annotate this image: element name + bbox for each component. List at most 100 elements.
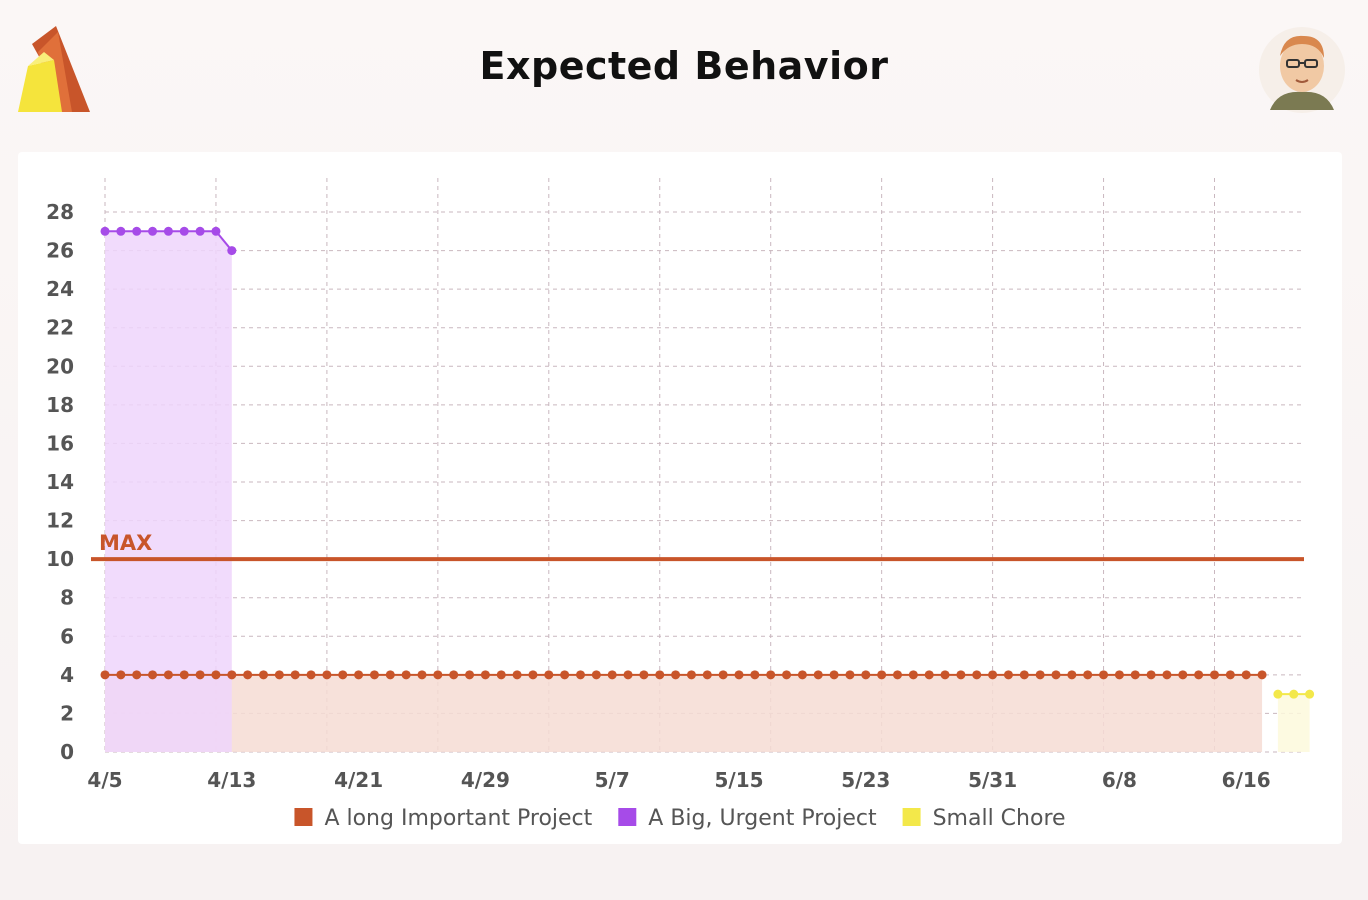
data-point [274, 670, 284, 680]
data-point [655, 670, 665, 680]
y-tick-label: 26 [46, 239, 74, 263]
legend-swatch [294, 808, 313, 826]
data-point [829, 670, 839, 680]
data-point [639, 670, 649, 680]
x-tick-label: 6/16 [1222, 768, 1271, 792]
legend-label: A Big, Urgent Project [648, 806, 877, 831]
data-point [132, 670, 142, 680]
max-threshold-label: MAX [99, 531, 152, 555]
x-tick-label: 5/23 [841, 768, 890, 792]
y-tick-label: 12 [46, 509, 74, 533]
x-tick-label: 5/31 [968, 768, 1017, 792]
data-point [259, 670, 268, 680]
data-point [480, 670, 490, 680]
data-point [924, 670, 934, 680]
y-tick-label: 16 [46, 431, 74, 455]
data-point [338, 670, 348, 680]
data-point [385, 670, 395, 680]
data-point [591, 670, 601, 680]
data-point [433, 670, 443, 680]
data-point [956, 670, 966, 680]
data-point [623, 670, 633, 680]
y-tick-label: 18 [46, 393, 74, 417]
data-point [417, 670, 427, 680]
data-point [845, 670, 855, 680]
data-point [1273, 689, 1283, 699]
data-point [449, 670, 459, 680]
data-point [148, 226, 158, 236]
data-point [211, 670, 221, 680]
brand-logo-icon [14, 22, 96, 116]
data-point [1146, 670, 1156, 680]
data-point [496, 670, 506, 680]
data-point [227, 246, 237, 256]
y-tick-label: 20 [46, 354, 74, 378]
legend: A long Important Project A Big, Urgent Pr… [294, 806, 1066, 831]
series-areas [105, 231, 1310, 752]
data-point [211, 226, 221, 236]
data-point [306, 670, 316, 680]
data-point [1241, 670, 1251, 680]
data-point [1210, 670, 1219, 680]
data-point [100, 226, 110, 236]
data-point [908, 670, 918, 680]
x-tick-label: 4/21 [334, 768, 383, 792]
data-point [322, 670, 332, 680]
data-point [369, 670, 379, 680]
data-point [116, 670, 126, 680]
data-point [401, 670, 411, 680]
y-tick-label: 14 [46, 470, 74, 494]
data-point [1257, 670, 1267, 680]
data-point [671, 670, 681, 680]
data-point [354, 670, 364, 680]
series-area [1277, 694, 1310, 752]
series-lines [105, 230, 1310, 696]
data-point [1130, 670, 1140, 680]
data-point [100, 670, 110, 680]
data-point [544, 670, 554, 680]
data-point [893, 670, 902, 680]
data-point [465, 670, 475, 680]
data-point [1162, 670, 1172, 680]
x-axis-ticks: 4/5 4/13 4/21 4/29 5/7 5/15 5/23 5/31 6/8 6/16 [87, 768, 1270, 792]
data-point [227, 670, 237, 680]
data-point [1194, 670, 1204, 680]
data-point [195, 670, 205, 680]
data-point [163, 670, 173, 680]
data-point [766, 670, 776, 680]
data-point [972, 670, 982, 680]
y-tick-label: 10 [46, 547, 74, 571]
data-point [1305, 689, 1315, 699]
data-point [195, 226, 205, 236]
data-point [607, 670, 617, 680]
data-point [1114, 670, 1124, 680]
data-point [686, 670, 696, 680]
data-point [877, 670, 887, 680]
series-area [105, 674, 1263, 752]
grid [104, 178, 1302, 753]
data-point [702, 670, 712, 680]
data-point [179, 670, 189, 680]
legend-label: A long Important Project [324, 806, 592, 831]
legend-item: Small Chore [902, 806, 1066, 831]
x-tick-label: 4/13 [207, 768, 256, 792]
y-tick-label: 8 [60, 586, 74, 610]
data-point [163, 226, 173, 236]
data-point [813, 670, 823, 680]
data-point [512, 670, 522, 680]
y-tick-label: 0 [60, 740, 74, 764]
threshold-line: MAX [91, 531, 1304, 562]
data-point [734, 670, 744, 680]
y-tick-label: 24 [46, 277, 74, 301]
data-point [528, 670, 538, 680]
data-point [940, 670, 950, 680]
presenter-avatar-icon [1258, 26, 1346, 114]
data-point [750, 670, 760, 680]
data-point [1067, 670, 1077, 680]
y-tick-label: 6 [60, 624, 74, 648]
data-point [560, 670, 570, 680]
data-point [290, 670, 300, 680]
data-point [1178, 670, 1188, 680]
